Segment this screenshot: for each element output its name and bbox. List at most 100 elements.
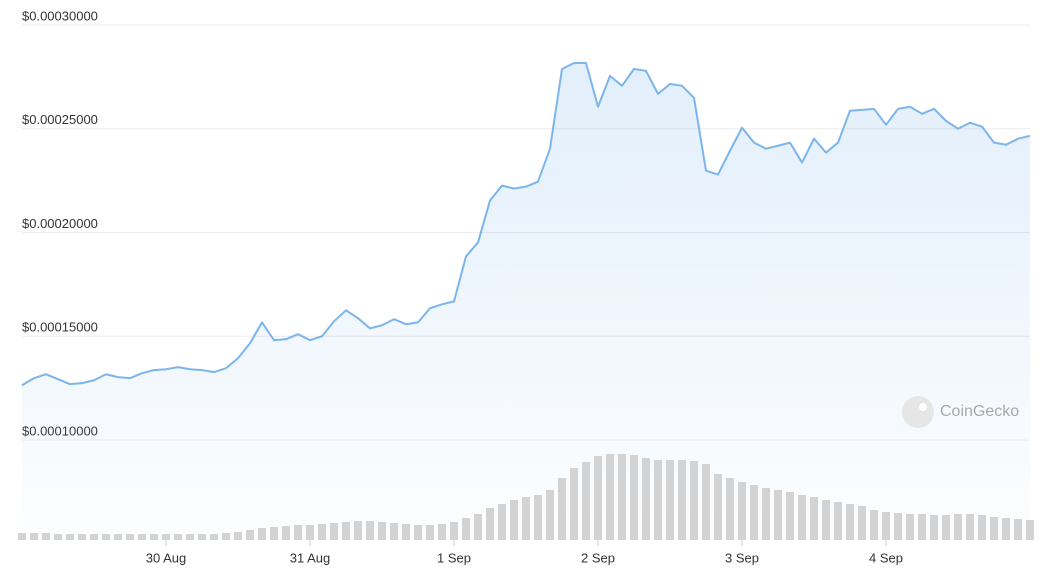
y-tick-label: $0.00030000 (22, 8, 98, 23)
volume-bar (966, 514, 974, 540)
volume-bar (390, 523, 398, 540)
y-tick-label: $0.00015000 (22, 320, 98, 335)
volume-bar (138, 534, 146, 540)
volume-bar (822, 500, 830, 540)
volume-bar (162, 534, 170, 540)
volume-bar (474, 514, 482, 540)
volume-bar (882, 512, 890, 540)
volume-bar (918, 514, 926, 540)
volume-bar (378, 522, 386, 540)
volume-bar (1026, 520, 1034, 540)
x-tick-label: 30 Aug (146, 550, 187, 565)
volume-bar (306, 525, 314, 540)
volume-bar (30, 533, 38, 540)
volume-bar (642, 458, 650, 540)
volume-bar (870, 510, 878, 540)
volume-bar (690, 461, 698, 540)
volume-bar (930, 515, 938, 540)
volume-bar (666, 460, 674, 540)
volume-bar (606, 454, 614, 540)
x-tick-label: 3 Sep (725, 550, 759, 565)
volume-bar (486, 508, 494, 540)
volume-bar (210, 534, 218, 540)
volume-bar (294, 525, 302, 540)
volume-bar (174, 534, 182, 540)
watermark: CoinGecko (902, 396, 1019, 428)
volume-bar (270, 527, 278, 540)
volume-bar (534, 495, 542, 540)
volume-bar (834, 502, 842, 540)
volume-bar (522, 497, 530, 540)
watermark-logo-eye (919, 403, 927, 411)
volume-bar (810, 497, 818, 540)
volume-bar (114, 534, 122, 540)
volume-bar (222, 533, 230, 540)
volume-bar (18, 533, 26, 540)
y-tick-label: $0.00020000 (22, 216, 98, 231)
volume-bar (66, 534, 74, 540)
volume-bar (102, 534, 110, 540)
volume-bar (342, 522, 350, 540)
volume-bar (906, 514, 914, 540)
x-tick-label: 2 Sep (581, 550, 615, 565)
volume-bar (786, 492, 794, 540)
volume-bar (978, 515, 986, 540)
volume-bar (774, 490, 782, 540)
watermark-logo (902, 396, 934, 428)
volume-bar (258, 528, 266, 540)
volume-bar (366, 521, 374, 540)
volume-bar (630, 455, 638, 540)
volume-bar (426, 525, 434, 540)
volume-bar (54, 534, 62, 540)
x-tick-label: 4 Sep (869, 550, 903, 565)
volume-bar (150, 534, 158, 540)
area-fill (22, 62, 1030, 540)
volume-bar (186, 534, 194, 540)
volume-bar (354, 521, 362, 540)
volume-bar (858, 506, 866, 540)
volume-bar (990, 517, 998, 540)
volume-bar (594, 456, 602, 540)
volume-bar (330, 523, 338, 540)
volume-bar (546, 490, 554, 540)
volume-bar (90, 534, 98, 540)
volume-bar (1014, 519, 1022, 540)
volume-bar (498, 504, 506, 540)
volume-bar (762, 488, 770, 540)
volume-bar (126, 534, 134, 540)
volume-bar (798, 495, 806, 540)
volume-bar (282, 526, 290, 540)
volume-bar (618, 454, 626, 540)
price-line (21, 61, 1031, 387)
volume-bar (438, 524, 446, 540)
volume-bar (846, 504, 854, 540)
volume-bar (954, 514, 962, 540)
volume-bar (942, 515, 950, 540)
volume-bar (198, 534, 206, 540)
y-tick-label: $0.00025000 (22, 112, 98, 127)
volume-bar (246, 530, 254, 540)
volume-bar (894, 513, 902, 540)
volume-bar (450, 522, 458, 540)
volume-bar (1002, 518, 1010, 540)
volume-bar (402, 524, 410, 540)
volume-bar (234, 532, 242, 540)
volume-bar (78, 534, 86, 540)
volume-bar (726, 478, 734, 540)
volume-bar (678, 460, 686, 540)
volume-bar (738, 482, 746, 540)
volume-bar (750, 485, 758, 540)
volume-bar (714, 474, 722, 540)
volume-bar (570, 468, 578, 540)
volume-bar (462, 518, 470, 540)
volume-bar (318, 524, 326, 540)
x-tick-label: 1 Sep (437, 550, 471, 565)
volume-bar (558, 478, 566, 540)
watermark-text: CoinGecko (940, 403, 1019, 420)
volume-bar (654, 460, 662, 540)
volume-bar (702, 464, 710, 540)
volume-bar (414, 525, 422, 540)
volume-bar (510, 500, 518, 540)
